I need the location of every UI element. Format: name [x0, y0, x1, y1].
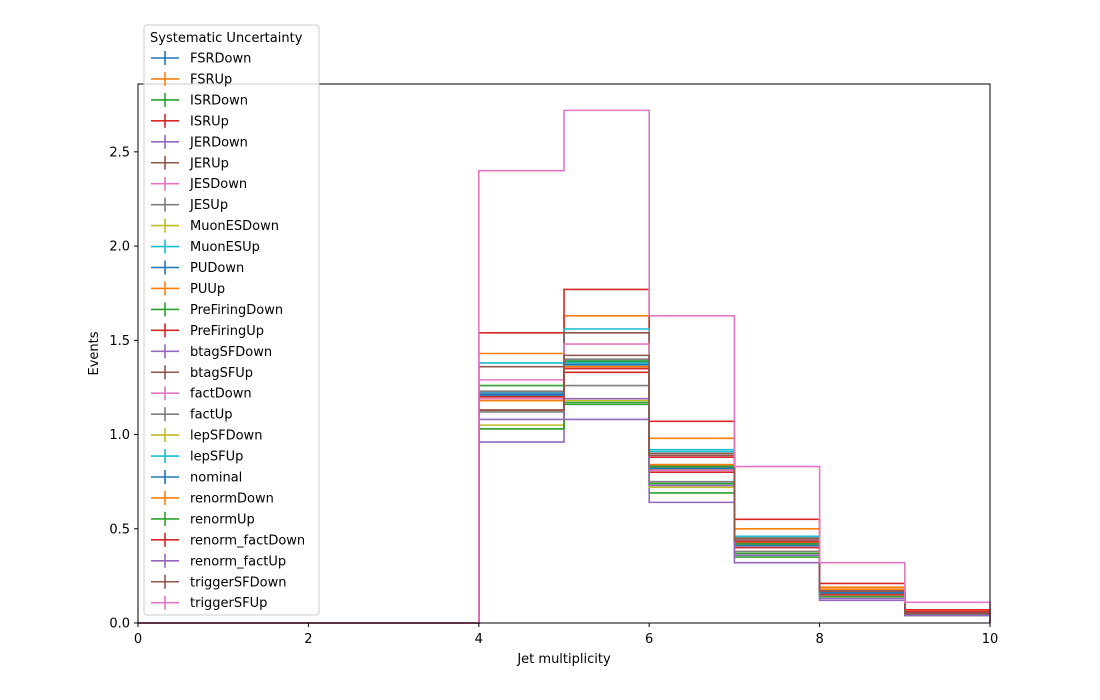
legend-item: btagSFDown	[151, 344, 272, 360]
x-tick-label: 8	[815, 632, 823, 647]
legend-item: triggerSFDown	[151, 574, 286, 590]
legend-label: btagSFUp	[190, 366, 253, 381]
y-tick-label: 0.0	[109, 617, 130, 632]
legend-label: renorm_factDown	[190, 533, 305, 548]
legend-label: triggerSFUp	[190, 596, 267, 611]
legend-item: JERDown	[151, 134, 248, 150]
legend-label: JERDown	[189, 135, 248, 150]
legend-label: renormDown	[190, 491, 274, 506]
legend-label: triggerSFDown	[190, 575, 286, 590]
legend-label: JESDown	[189, 177, 247, 192]
legend-item: JERUp	[151, 155, 229, 171]
legend-box	[143, 24, 320, 616]
y-tick-label: 0.5	[109, 522, 130, 537]
legend-item: MuonESUp	[151, 239, 260, 255]
y-axis-label: Events	[87, 331, 102, 375]
x-tick-label: 4	[475, 632, 483, 647]
y-tick-label: 1.0	[109, 428, 130, 443]
y-ticks: 0.0 0.5 1.0 1.5 2.0 2.5	[109, 145, 138, 632]
legend-label: FSRUp	[190, 72, 232, 87]
x-tick-label: 2	[304, 632, 312, 647]
x-tick-label: 10	[982, 632, 999, 647]
legend-entries: FSRDown FSRUp ISRDown ISRUp JERDown JERUp JESD…	[151, 51, 305, 611]
legend-item: renormDown	[151, 490, 274, 506]
legend-label: FSRDown	[190, 52, 251, 67]
legend-item: PreFiringUp	[151, 323, 264, 339]
legend-label: btagSFDown	[190, 345, 272, 360]
y-tick-label: 2.5	[109, 145, 130, 160]
legend-label: PreFiringDown	[190, 303, 283, 318]
legend-label: JESUp	[189, 198, 228, 213]
legend-item: factDown	[151, 386, 252, 402]
y-tick-label: 2.0	[109, 240, 130, 255]
legend-label: lepSFUp	[190, 450, 243, 465]
x-axis-label: Jet multiplicity	[516, 652, 611, 667]
legend-item: FSRDown	[151, 51, 251, 67]
y-tick-label: 1.5	[109, 334, 130, 349]
legend-label: PUUp	[190, 282, 225, 297]
legend-item: ISRUp	[151, 113, 229, 129]
legend-item: FSRUp	[151, 71, 232, 87]
legend-label: nominal	[190, 471, 242, 486]
legend-title: Systematic Uncertainty	[150, 31, 303, 46]
plot-frame	[137, 83, 991, 624]
legend-label: PreFiringUp	[190, 324, 264, 339]
legend-item: PUDown	[151, 260, 244, 276]
legend-label: renorm_factUp	[190, 554, 286, 569]
legend-label: factDown	[190, 387, 252, 402]
legend-item: nominal	[151, 470, 242, 486]
legend-item: MuonESDown	[151, 218, 279, 234]
legend-item: PUUp	[151, 281, 225, 297]
legend: Systematic Uncertainty FSRDown FSRUp ISRDo…	[143, 24, 320, 616]
legend-label: ISRDown	[190, 93, 248, 108]
legend-item: triggerSFUp	[151, 595, 267, 611]
legend-item: lepSFDown	[151, 428, 262, 444]
legend-item: btagSFUp	[151, 365, 253, 381]
legend-item: lepSFUp	[151, 449, 243, 465]
x-tick-label: 6	[645, 632, 653, 647]
legend-item: renorm_factDown	[151, 532, 305, 548]
legend-label: JERUp	[189, 156, 229, 171]
legend-item: ISRDown	[151, 92, 248, 108]
legend-item: JESDown	[151, 176, 247, 192]
legend-item: PreFiringDown	[151, 302, 283, 318]
legend-item: renorm_factUp	[151, 553, 286, 569]
x-tick-label: 0	[134, 632, 142, 647]
legend-label: PUDown	[190, 261, 244, 276]
legend-label: MuonESDown	[190, 219, 279, 234]
legend-label: lepSFDown	[190, 429, 262, 444]
legend-item: JESUp	[151, 197, 228, 213]
legend-label: factUp	[190, 408, 233, 423]
legend-label: MuonESUp	[190, 240, 260, 255]
legend-label: ISRUp	[190, 114, 229, 129]
legend-item: renormUp	[151, 511, 255, 527]
legend-label: renormUp	[190, 512, 255, 527]
x-ticks: 0 2 4 6 8 10	[134, 623, 998, 647]
legend-item: factUp	[151, 407, 233, 423]
